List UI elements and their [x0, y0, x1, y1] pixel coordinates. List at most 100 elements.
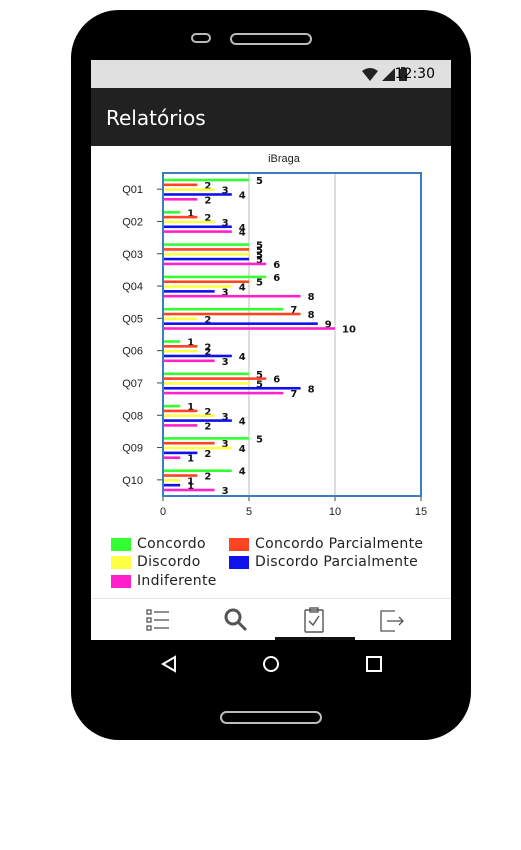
bar [163, 307, 284, 311]
home-button[interactable] [262, 655, 280, 677]
legend-item-concordo: Concordo [111, 536, 206, 552]
data-label: 5 [256, 370, 263, 381]
chart-title: iBraga [268, 153, 301, 165]
bar [163, 377, 267, 380]
status-time: 12:30 [394, 66, 435, 82]
data-label: 8 [308, 384, 315, 395]
page-title: Relatórios [106, 106, 206, 130]
bar [163, 262, 267, 266]
data-label: 1 [187, 454, 194, 465]
bar [163, 372, 249, 376]
recents-icon [366, 656, 382, 672]
data-label: 6 [273, 260, 280, 271]
legend-label: Concordo Parcialmente [255, 536, 424, 552]
category-label: Q05 [122, 313, 143, 325]
bar [163, 419, 232, 422]
data-label: 2 [204, 195, 211, 206]
bar [163, 424, 198, 427]
list-icon [146, 609, 169, 631]
bar [163, 409, 198, 413]
x-tick-label: 5 [246, 506, 252, 518]
bar [163, 280, 249, 284]
earpiece-speaker [230, 33, 312, 45]
data-label: 9 [325, 320, 332, 331]
nav-search-button[interactable] [223, 607, 253, 633]
data-label: 3 [222, 287, 229, 298]
legend-item-concordo-parcialmente: Concordo Parcialmente [229, 536, 423, 552]
category-label: Q09 [122, 443, 143, 455]
nav-list-button[interactable] [145, 607, 175, 633]
data-label: 1 [187, 208, 194, 219]
category-label: Q07 [122, 378, 143, 390]
bar [163, 257, 249, 261]
bar [163, 322, 318, 325]
bar [163, 183, 198, 187]
data-label: 4 [239, 190, 246, 201]
data-label: 5 [256, 255, 263, 266]
back-button[interactable] [161, 655, 177, 677]
clipboard-check-icon [304, 607, 324, 633]
bar [163, 243, 249, 246]
bar [163, 312, 301, 316]
bar [163, 285, 232, 288]
bottom-navigation [91, 598, 451, 641]
front-camera [191, 33, 211, 43]
x-tick-label: 10 [329, 506, 341, 518]
data-label: 3 [222, 357, 229, 368]
data-label: 5 [256, 250, 263, 261]
recents-button[interactable] [365, 655, 383, 677]
bar [163, 317, 198, 321]
data-label: 4 [239, 228, 246, 239]
data-label: 3 [222, 412, 229, 423]
nav-exit-button[interactable] [379, 607, 409, 633]
bar [163, 404, 181, 408]
system-navigation-bar [91, 640, 451, 690]
category-label: Q02 [122, 216, 143, 228]
data-label: 8 [308, 310, 315, 321]
data-label: 2 [204, 421, 211, 432]
bar [163, 211, 181, 214]
legend-swatch [229, 555, 249, 569]
app-bar: Relatórios [91, 88, 451, 146]
x-tick-label: 0 [160, 506, 166, 518]
category-label: Q01 [122, 184, 143, 196]
legend-item-discordo-parcialmente: Discordo Parcialmente [229, 554, 418, 570]
bar [163, 188, 215, 191]
bar [163, 354, 232, 358]
bar [163, 294, 301, 298]
x-tick-label: 15 [415, 506, 427, 518]
bar [163, 327, 335, 330]
data-label: 5 [256, 278, 263, 289]
bar [163, 340, 181, 343]
data-label: 4 [239, 223, 246, 234]
bar [163, 469, 232, 472]
legend-item-discordo: Discordo [111, 554, 201, 570]
bar [163, 386, 301, 390]
data-label: 5 [256, 245, 263, 256]
data-label: 2 [204, 213, 211, 224]
bar [163, 446, 232, 450]
data-label: 4 [239, 352, 246, 363]
bar [163, 474, 198, 477]
nav-reports-button[interactable] [301, 607, 331, 633]
bar [163, 391, 284, 395]
data-label: 2 [204, 449, 211, 460]
chart-container: iBraga 0 5 10 15 Q01 5 2 3 4 2 Q02 1 2 3 4 4 Q03 5 5 5 5 6 Q04 6… [91, 146, 451, 598]
bar [163, 456, 181, 459]
home-icon [263, 656, 279, 672]
wifi-icon [362, 68, 378, 81]
category-label: Q06 [122, 346, 143, 358]
chart-legend: Concordo Concordo Parcialmente Discordo … [91, 530, 451, 600]
data-label: 5 [256, 241, 263, 252]
bar [163, 382, 249, 385]
nav-selected-indicator [275, 637, 355, 640]
data-label: 4 [239, 283, 246, 294]
data-label: 2 [204, 407, 211, 418]
category-label: Q03 [122, 249, 143, 261]
data-label: 4 [239, 417, 246, 428]
bar [163, 437, 249, 440]
data-label: 1 [187, 338, 194, 349]
data-label: 3 [222, 186, 229, 197]
legend-label: Discordo [137, 554, 201, 570]
bar [163, 488, 215, 492]
